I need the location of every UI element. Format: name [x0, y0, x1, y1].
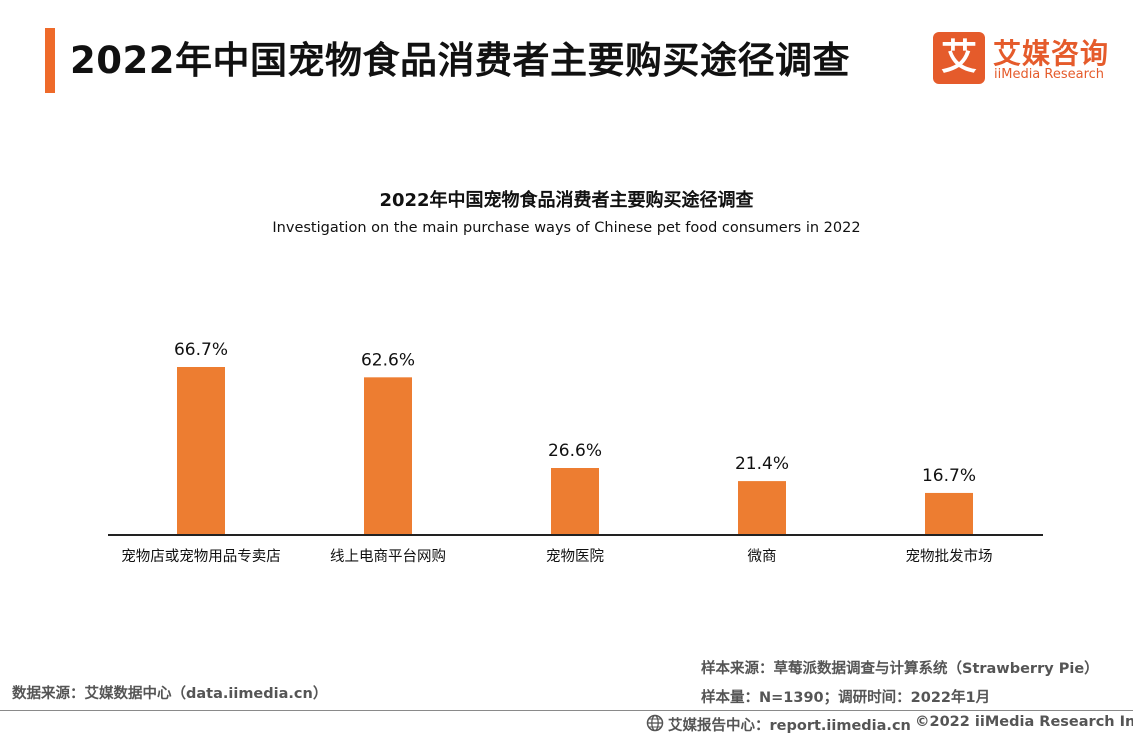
bar-2 — [364, 377, 412, 535]
chart-title: 2022年中国宠物食品消费者主要购买途径调查 — [379, 190, 754, 211]
bar-1 — [177, 367, 225, 535]
copyright: ©2022 iiMedia Research Inc — [915, 714, 1133, 730]
value-label-1: 66.7% — [174, 340, 228, 360]
bar-3 — [551, 468, 599, 535]
category-label-5: 宠物批发市场 — [906, 548, 993, 565]
logo-name-en: iiMedia Research — [994, 67, 1105, 82]
report-center-link[interactable]: 艾媒报告中心：report.iimedia.cn — [668, 718, 911, 734]
value-label-2: 62.6% — [361, 350, 415, 370]
page-title: 2022年中国宠物食品消费者主要购买途径调查 — [70, 39, 850, 82]
category-label-1: 宠物店或宠物用品专卖店 — [121, 548, 281, 565]
value-label-3: 26.6% — [548, 441, 602, 461]
chart-subtitle: Investigation on the main purchase ways … — [272, 220, 861, 236]
data-source-note: 数据来源：艾媒数据中心（data.iimedia.cn） — [12, 686, 328, 702]
logo-mark-icon: 艾 — [933, 32, 985, 84]
globe-icon — [646, 714, 664, 732]
title-accent-bar — [45, 28, 55, 93]
sample-size-note: 样本量：N=1390；调研时间：2022年1月 — [701, 690, 991, 706]
sample-source-note: 样本来源：草莓派数据调查与计算系统（Strawberry Pie） — [701, 661, 1099, 677]
bar-5 — [925, 492, 973, 535]
value-label-4: 21.4% — [735, 454, 789, 474]
category-label-4: 微商 — [748, 548, 777, 565]
bar-4 — [738, 481, 786, 535]
category-label-3: 宠物医院 — [546, 548, 604, 565]
footer-divider — [0, 710, 1133, 711]
iimedia-logo: 艾 艾媒咨询 iiMedia Research — [933, 32, 1123, 86]
value-label-5: 16.7% — [922, 466, 976, 486]
category-label-2: 线上电商平台网购 — [330, 548, 446, 565]
logo-name-cn: 艾媒咨询 — [993, 37, 1110, 70]
